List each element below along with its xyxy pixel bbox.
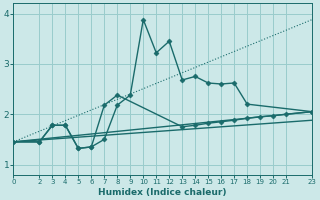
X-axis label: Humidex (Indice chaleur): Humidex (Indice chaleur) [99, 188, 227, 197]
